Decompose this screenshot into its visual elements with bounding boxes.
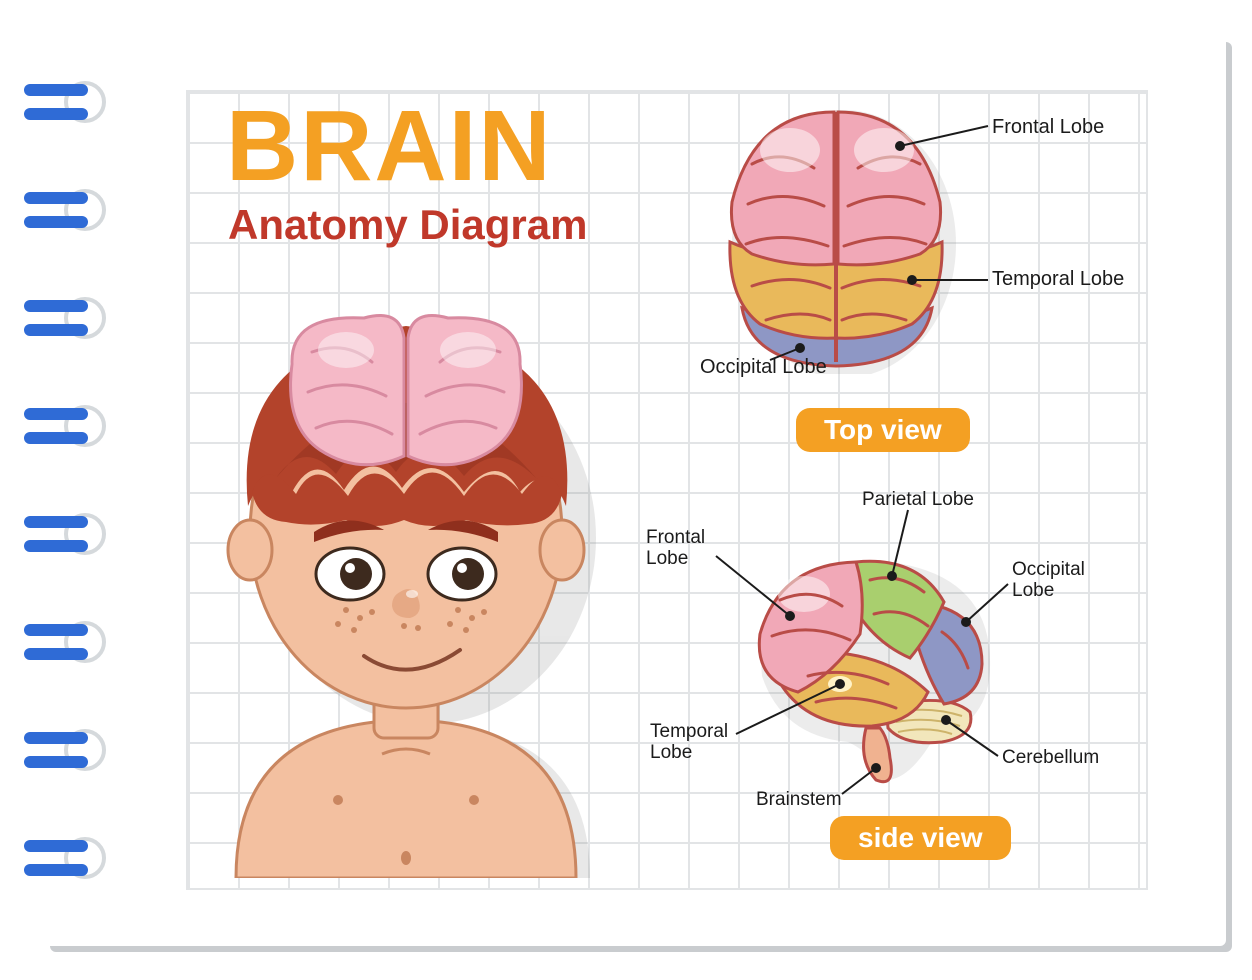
label-side-cerebellum: Cerebellum: [1002, 748, 1099, 769]
label-side-frontal: Frontal Lobe: [646, 528, 705, 570]
label-side-brainstem: Brainstem: [756, 790, 842, 811]
side-view-leaders: [0, 0, 1252, 980]
label-side-temporal: Temporal Lobe: [650, 722, 728, 764]
caption-side-view: side view: [830, 816, 1011, 860]
label-side-parietal: Parietal Lobe: [862, 490, 974, 511]
label-side-occipital: Occipital Lobe: [1012, 560, 1085, 602]
